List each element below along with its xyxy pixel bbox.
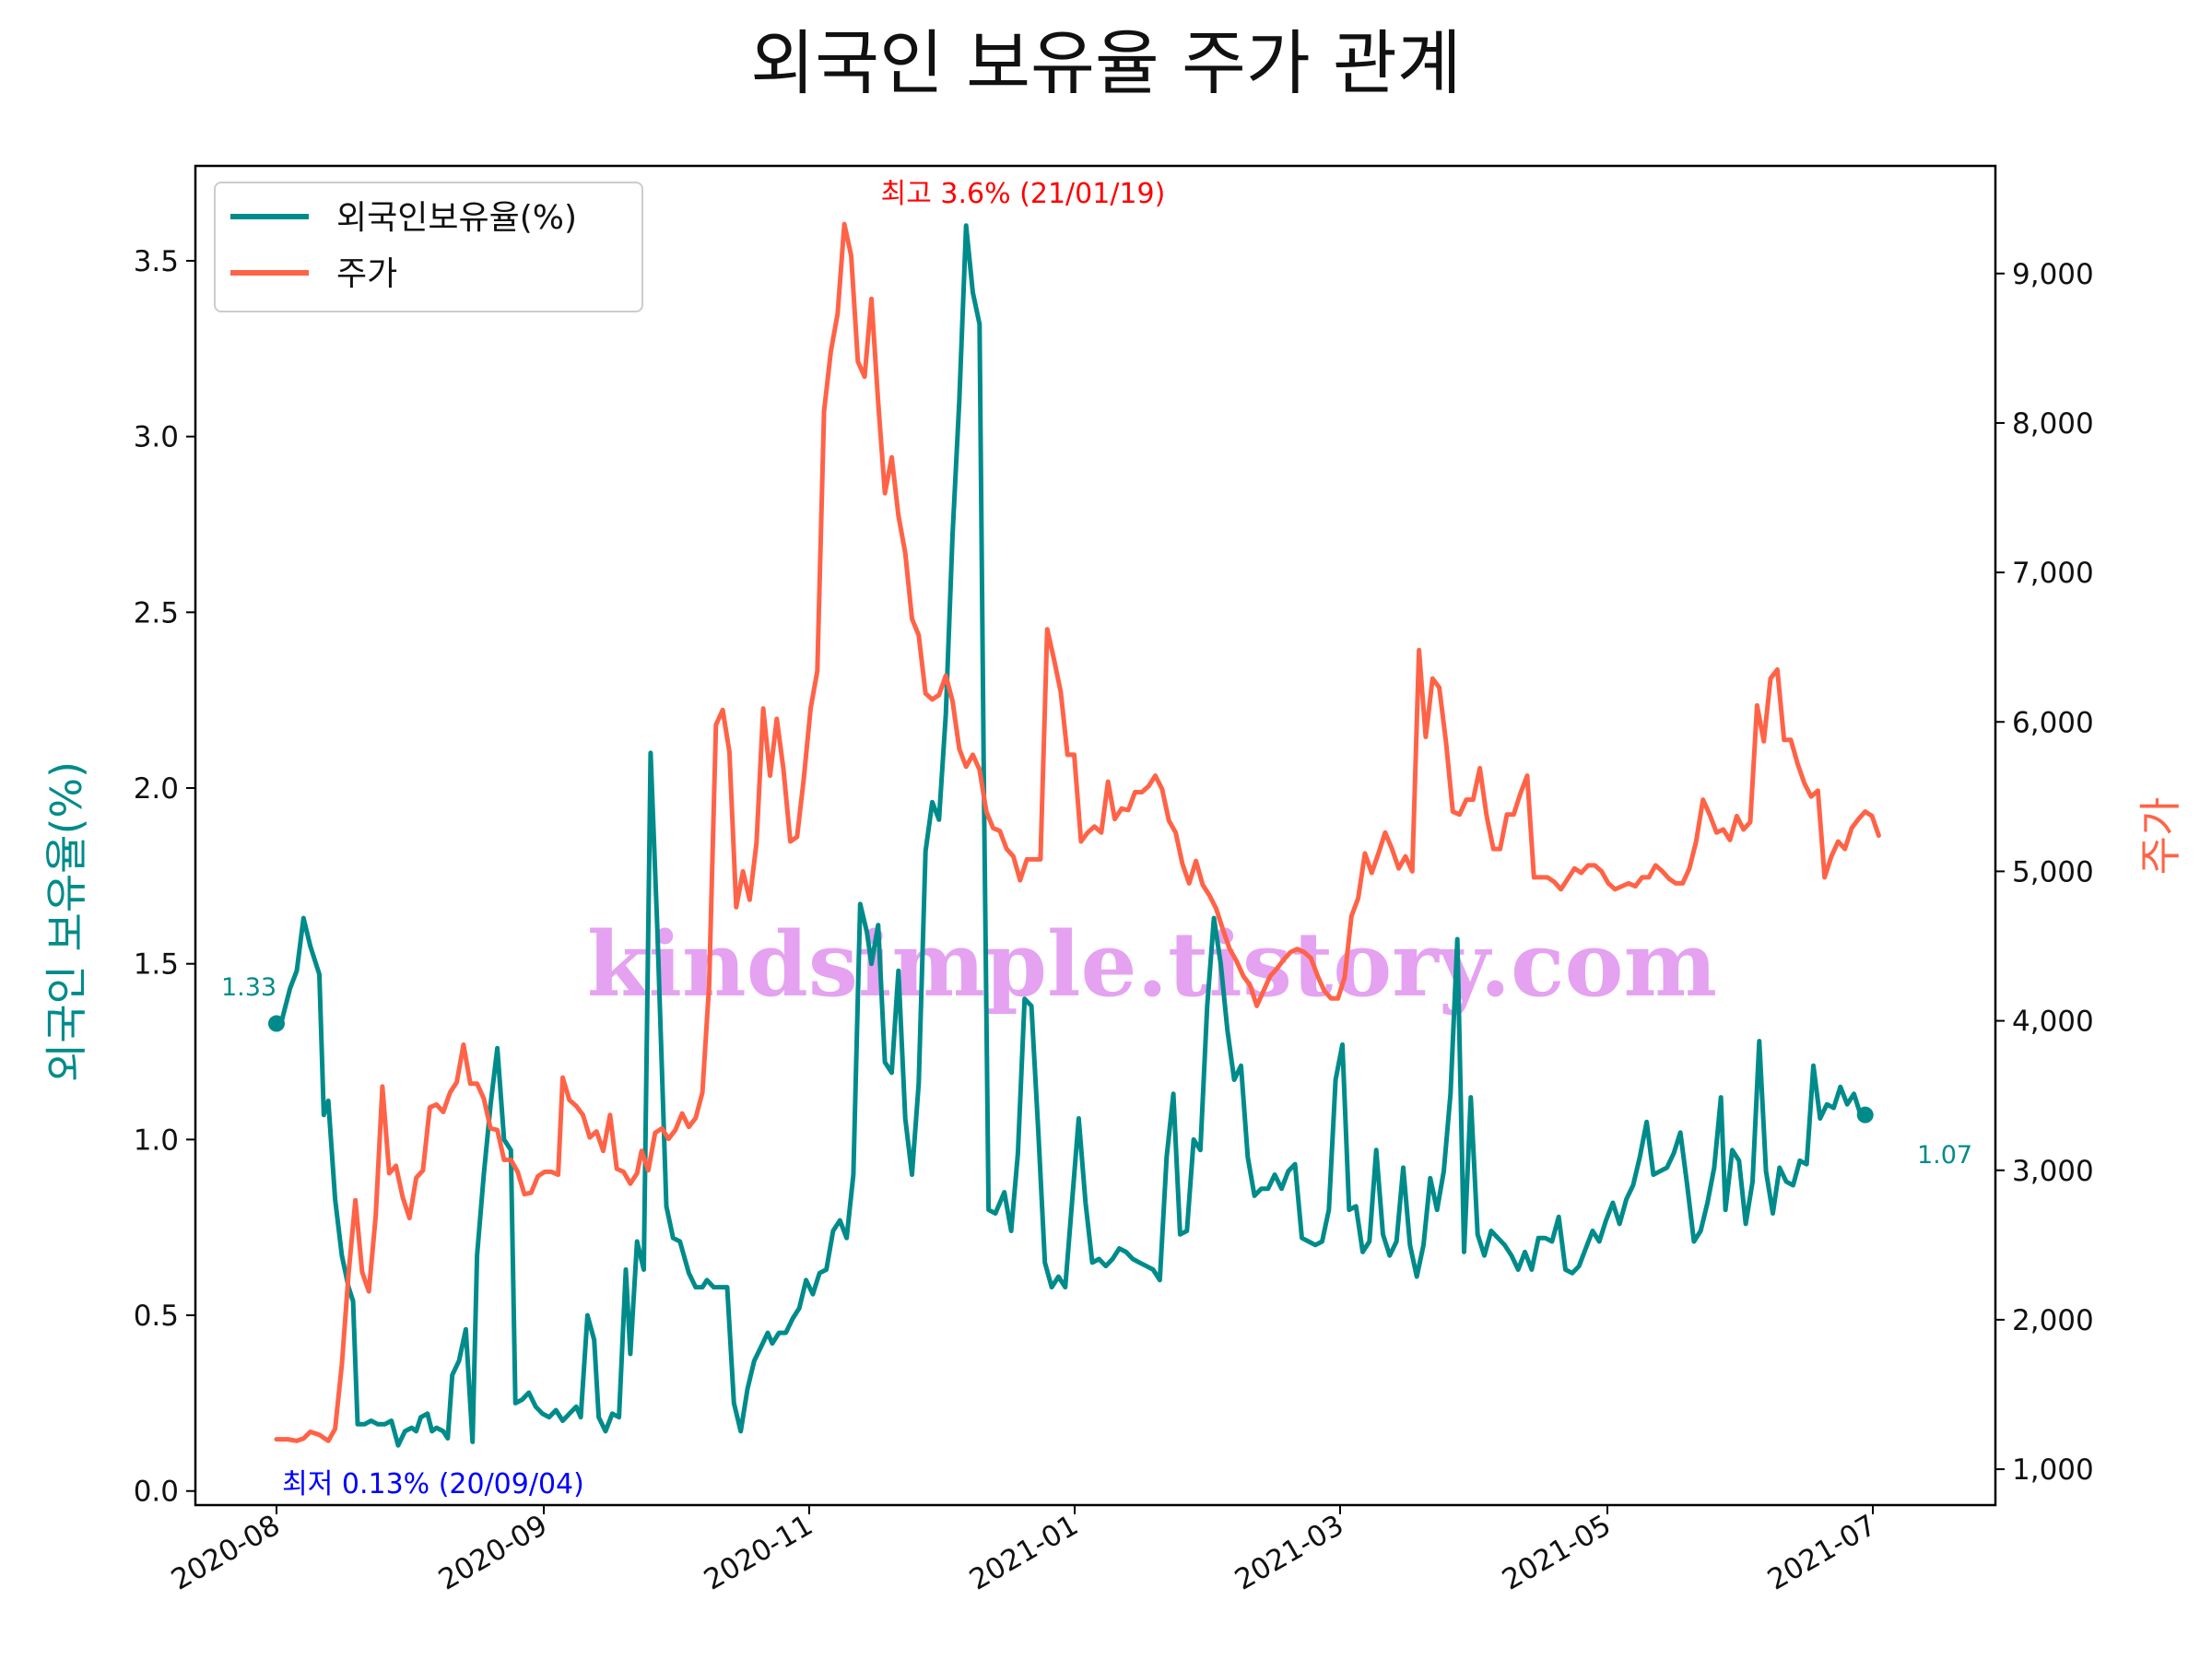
y-right-tick-label: 9,000 bbox=[2012, 258, 2094, 291]
y-left-tick-label: 0.0 bbox=[134, 1476, 179, 1509]
series-layer bbox=[268, 221, 1881, 1448]
legend-label-holding: 외국인보유율(%) bbox=[336, 199, 577, 237]
y-axis-left-label: 외국인 보유율(%) bbox=[41, 761, 91, 1082]
y-right-tick-label: 3,000 bbox=[2012, 1155, 2094, 1188]
x-tick-label: 2021-07 bbox=[1762, 1509, 1882, 1597]
legend-box bbox=[214, 182, 643, 312]
min-annotation: 최저 0.13% (20/09/04) bbox=[282, 1468, 584, 1500]
y-right-tick-label: 5,000 bbox=[2012, 855, 2094, 888]
end-marker bbox=[1856, 1106, 1874, 1124]
x-tick-label: 2020-11 bbox=[699, 1509, 818, 1597]
chart-title: 외국인 보유율 주가 관계 bbox=[750, 22, 1462, 104]
y-left-tick-label: 3.0 bbox=[134, 421, 179, 454]
start-marker bbox=[268, 1015, 285, 1032]
y-left-tick-label: 2.5 bbox=[134, 596, 179, 629]
y-right-tick-label: 7,000 bbox=[2012, 557, 2094, 590]
legend-label-price: 주가 bbox=[336, 255, 397, 293]
y-left-tick-label: 1.5 bbox=[134, 948, 179, 982]
watermark-text: kindsimple.tistory.com bbox=[587, 912, 1717, 1017]
x-tick-label: 2021-03 bbox=[1230, 1509, 1349, 1597]
legend: 외국인보유율(%) 주가 bbox=[214, 182, 643, 312]
end-value-label: 1.07 bbox=[1917, 1141, 1972, 1170]
x-tick-label: 2020-09 bbox=[433, 1509, 553, 1597]
y-right-tick-label: 6,000 bbox=[2012, 706, 2094, 739]
y-right-tick-label: 1,000 bbox=[2012, 1453, 2094, 1487]
y-left-tick-label: 0.5 bbox=[134, 1300, 179, 1333]
y-left-tick-label: 2.0 bbox=[134, 772, 179, 806]
series-line-holding bbox=[274, 223, 1868, 1448]
start-value-label: 1.33 bbox=[221, 973, 276, 1002]
series-line-price bbox=[274, 221, 1881, 1443]
x-tick-label: 2021-01 bbox=[964, 1509, 1084, 1597]
y-left-tick-label: 1.0 bbox=[134, 1124, 179, 1157]
x-tick-label: 2021-05 bbox=[1497, 1509, 1617, 1597]
max-annotation: 최고 3.6% (21/01/19) bbox=[881, 178, 1166, 210]
x-tick-label: 2020-08 bbox=[166, 1509, 286, 1597]
y-right-tick-label: 8,000 bbox=[2012, 407, 2094, 441]
y-right-tick-label: 2,000 bbox=[2012, 1304, 2094, 1337]
y-right-tick-label: 4,000 bbox=[2012, 1006, 2094, 1039]
y-left-tick-label: 3.5 bbox=[134, 245, 179, 278]
plot-frame bbox=[194, 164, 1997, 1507]
y-axis-right-label: 주가 bbox=[2136, 797, 2185, 876]
